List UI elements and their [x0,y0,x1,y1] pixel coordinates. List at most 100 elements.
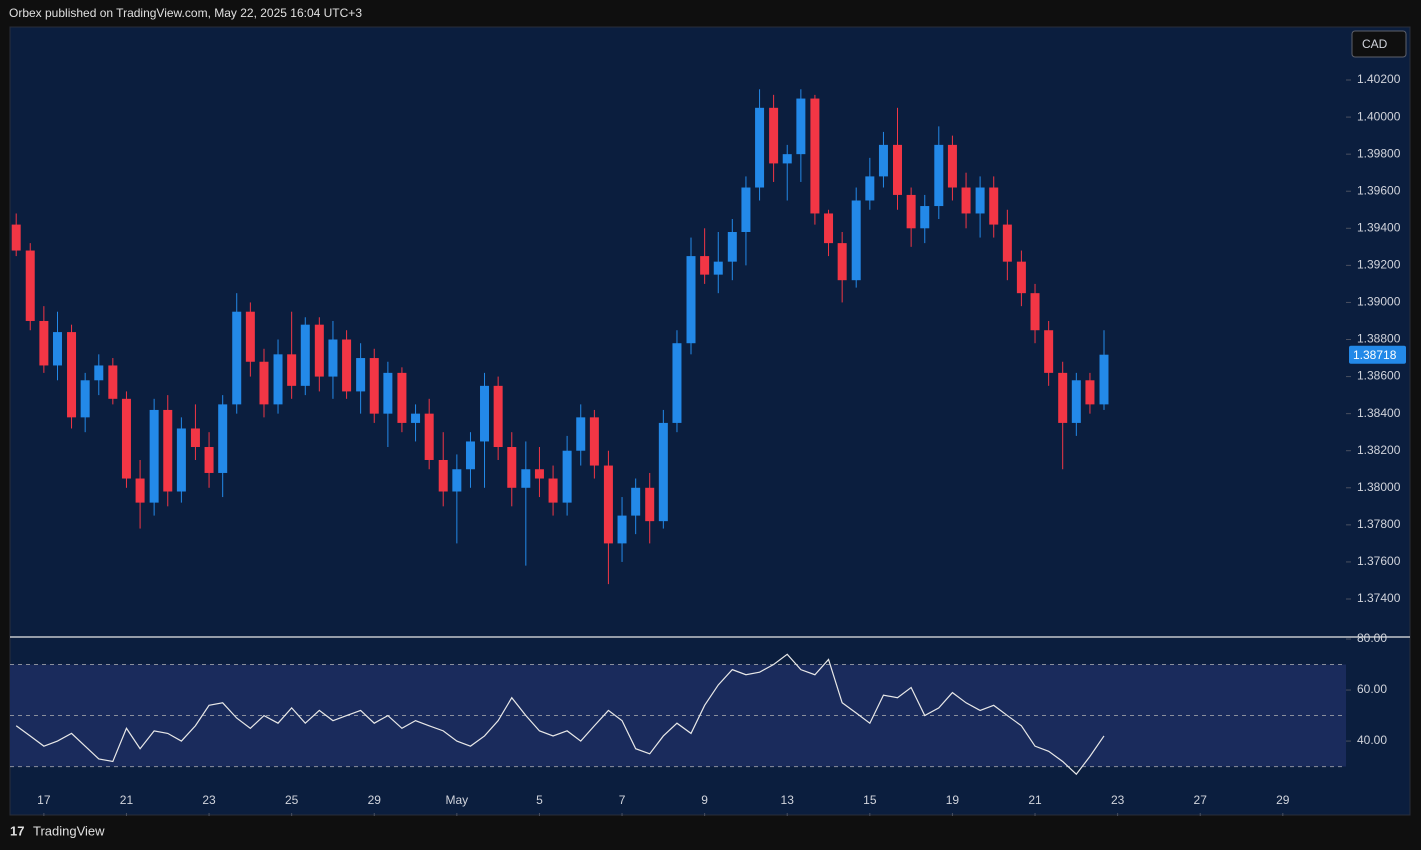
candle-body [1099,354,1109,405]
tradingview-logo: 17 TradingView [10,823,105,838]
x-tick-label: 13 [781,793,795,807]
candle-body [204,447,214,473]
x-tick-label: 27 [1194,793,1208,807]
candle-body [356,358,366,392]
last-price-badge [1349,345,1406,364]
y-tick-label: 1.40000 [1357,109,1401,123]
y-tick-label: 1.38600 [1357,369,1401,383]
candle-body [1085,380,1095,405]
candle-body [947,144,957,188]
header-title: Orbex published on TradingView.com, May … [9,6,362,20]
candle-body [534,469,544,479]
candle-body [108,365,118,399]
candle-body [369,358,379,414]
candle-body [493,385,503,448]
candle-body [25,250,35,321]
candle-body [218,404,228,473]
candle-body [94,365,104,381]
x-tick-label: 19 [946,793,960,807]
candle-body [1058,372,1068,423]
x-tick-label: May [446,793,469,807]
candle-body [465,441,475,470]
candle-body [741,187,751,233]
candle-body [135,478,145,503]
y-tick-label: 80.00 [1357,631,1387,645]
candle-body [521,469,531,488]
currency-button[interactable] [1351,30,1407,58]
candle-body [287,354,297,386]
candle-body [934,144,944,207]
candle-body [824,213,834,244]
currency-label[interactable]: CAD [1362,37,1388,51]
candle-body [548,478,558,503]
candle-body [149,409,159,503]
candle-body [1016,261,1026,294]
y-tick-label: 1.37800 [1357,517,1401,531]
x-tick-label: 21 [120,793,134,807]
candle-body [782,154,792,164]
candle-body [52,332,62,366]
x-tick-label: 29 [1276,793,1290,807]
logo-mark: 17 [10,823,24,838]
y-tick-label: 1.37400 [1357,591,1401,605]
candle-body [397,372,407,423]
candle-body [769,107,779,164]
x-tick-label: 9 [701,793,708,807]
candle-body [603,465,613,544]
candle-body [163,409,173,492]
candle-body [11,224,21,251]
candle-body [906,194,916,229]
candle-body [438,459,448,492]
candle-body [658,422,668,522]
candle-body [80,380,90,418]
y-tick-label: 1.39200 [1357,258,1401,272]
candle-body [1044,330,1054,373]
candle-body [617,515,627,544]
candle-body [893,144,903,195]
candle-body [232,311,242,405]
x-tick-label: 15 [863,793,877,807]
x-tick-label: 25 [285,793,299,807]
x-tick-label: 5 [536,793,543,807]
last-price-label: 1.38718 [1353,348,1397,362]
candle-body [796,98,806,155]
y-tick-label: 1.38000 [1357,480,1401,494]
candle-body [1071,380,1081,423]
candle-body [865,176,875,201]
candle-body [920,206,930,229]
candle-body [686,256,696,344]
y-tick-label: 1.40200 [1357,72,1401,86]
candle-body [314,324,324,377]
candle-body [810,98,820,214]
candle-body [245,311,255,362]
candle-body [713,261,723,275]
y-tick-label: 1.39800 [1357,146,1401,160]
candle-body [562,450,572,503]
candle-body [452,469,462,492]
candle-body [1002,224,1012,262]
candle-body [507,447,517,488]
candle-body [273,354,283,405]
candle-body [727,232,737,262]
y-tick-label: 1.37600 [1357,554,1401,568]
x-tick-label: 7 [619,793,626,807]
candle-body [176,428,186,492]
candle-body [878,144,888,177]
candle-body [411,413,421,423]
y-tick-label: 1.39400 [1357,220,1401,234]
candle-body [989,187,999,225]
candle-body [480,385,490,442]
y-tick-label: 1.39600 [1357,183,1401,197]
candle-body [700,256,710,275]
y-tick-label: 40.00 [1357,733,1387,747]
candle-body [328,339,338,377]
candle-body [645,487,655,522]
x-tick-label: 23 [202,793,216,807]
y-tick-label: 1.39000 [1357,295,1401,309]
candle-body [383,372,393,414]
candle-body [190,428,200,448]
y-tick-label: 60.00 [1357,682,1387,696]
candle-body [589,417,599,466]
rsi-line [15,653,1105,776]
